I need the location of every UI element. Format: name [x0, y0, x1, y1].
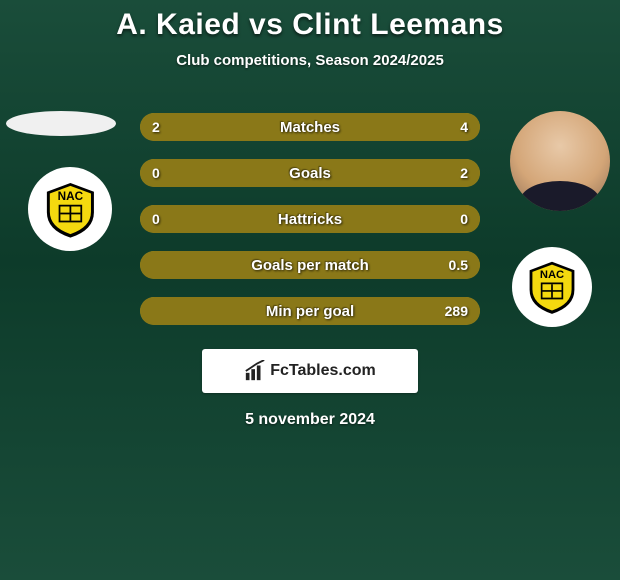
stat-bars: 24Matches 02Goals 00Hattricks 0.5Goals per …: [140, 113, 480, 343]
stat-row: 289Min per goal: [140, 297, 480, 325]
stat-row: 00Hattricks: [140, 205, 480, 233]
stat-bar-right-fill: [154, 159, 480, 187]
stat-bar-left-fill: [140, 113, 252, 141]
stat-bar-track: [140, 251, 480, 279]
nac-badge-icon: NAC: [41, 180, 100, 239]
svg-text:NAC: NAC: [540, 269, 564, 281]
comparison-body: NAC NAC 24Matches 02Goals 00Hattricks 0.5Go…: [0, 103, 620, 343]
stat-bar-track: [140, 113, 480, 141]
brand-badge: FcTables.com: [202, 349, 418, 393]
stat-bar-right-fill: [154, 251, 480, 279]
stat-row: 24Matches: [140, 113, 480, 141]
stat-bar-right-fill: [310, 205, 480, 233]
page-title: A. Kaied vs Clint Leemans: [0, 8, 620, 42]
player-right-avatar: [510, 111, 610, 211]
stat-bar-track: [140, 159, 480, 187]
stat-bar-left-fill: [140, 159, 154, 187]
date-label: 5 november 2024: [0, 411, 620, 429]
player-left-avatar: [6, 111, 116, 136]
stat-bar-left-fill: [140, 297, 154, 325]
stat-bar-right-fill: [154, 297, 480, 325]
stat-bar-left-fill: [140, 205, 310, 233]
brand-text: FcTables.com: [270, 362, 376, 380]
stat-row: 0.5Goals per match: [140, 251, 480, 279]
stat-bar-left-fill: [140, 251, 154, 279]
chart-icon: [244, 360, 266, 382]
stat-bar-track: [140, 205, 480, 233]
stat-bar-right-fill: [252, 113, 480, 141]
stat-bar-track: [140, 297, 480, 325]
subtitle: Club competitions, Season 2024/2025: [0, 52, 620, 69]
player-left-club-badge: NAC: [28, 167, 112, 251]
player-right-club-badge: NAC: [512, 247, 592, 327]
svg-text:NAC: NAC: [57, 190, 83, 203]
stat-row: 02Goals: [140, 159, 480, 187]
comparison-card: A. Kaied vs Clint Leemans Club competiti…: [0, 0, 620, 440]
nac-badge-icon: NAC: [524, 259, 580, 315]
